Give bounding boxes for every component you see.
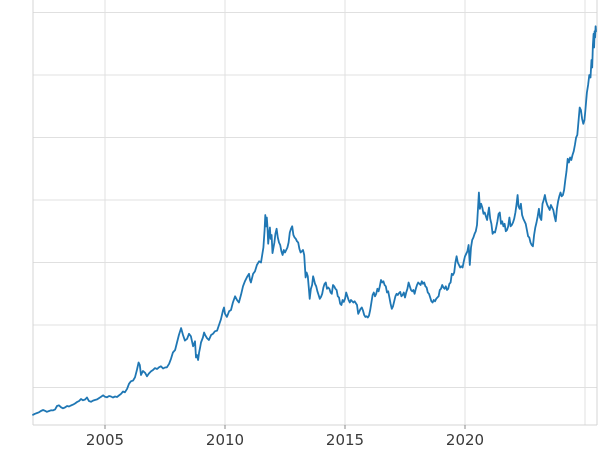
x-tick-label: 2010	[206, 431, 244, 449]
x-tick-label: 2020	[446, 431, 484, 449]
x-tick-label: 2015	[326, 431, 364, 449]
price-series-line	[32, 25, 597, 416]
x-tick-label: 2005	[86, 431, 124, 449]
